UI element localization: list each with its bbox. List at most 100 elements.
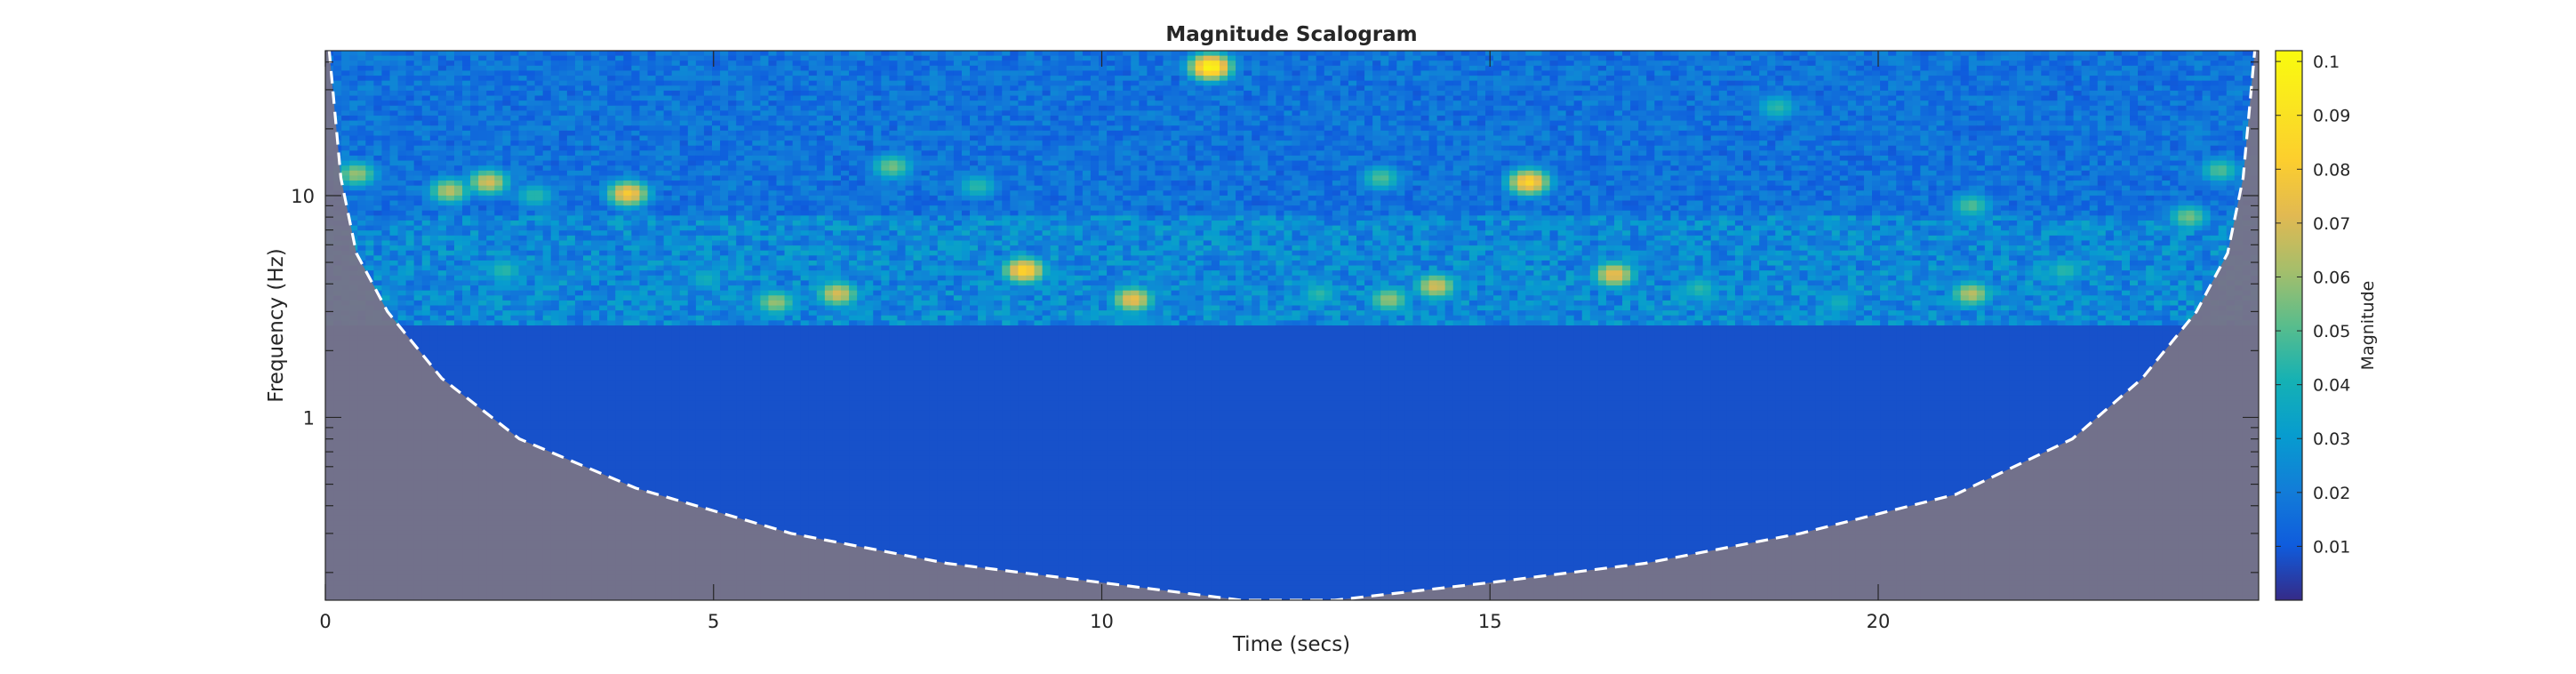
- heatmap-cell: [752, 55, 761, 61]
- heatmap-cell: [1976, 60, 1986, 67]
- heatmap-cell: [1324, 100, 1333, 107]
- heatmap-cell: [1638, 100, 1647, 107]
- heatmap-cell: [381, 110, 391, 116]
- heatmap-cell: [792, 80, 802, 86]
- heatmap-cell: [1605, 140, 1615, 147]
- heatmap-cell: [712, 125, 721, 132]
- heatmap-cell: [1597, 135, 1607, 141]
- heatmap-cell: [1815, 135, 1825, 141]
- heatmap-cell: [986, 150, 995, 156]
- heatmap-cell: [1034, 105, 1044, 112]
- heatmap-cell: [599, 145, 608, 151]
- heatmap-cell: [1710, 70, 1720, 76]
- heatmap-cell: [1364, 120, 1373, 126]
- heatmap-cell: [1622, 125, 1631, 132]
- heatmap-cell: [1163, 65, 1172, 72]
- heatmap-cell: [1260, 90, 1268, 97]
- heatmap-cell: [1912, 90, 1921, 97]
- heatmap-cell: [1348, 140, 1357, 147]
- heatmap-cell: [1670, 90, 1680, 97]
- heatmap-cell: [2113, 130, 2123, 137]
- heatmap-cell: [1082, 105, 1092, 112]
- heatmap-cell: [510, 60, 520, 67]
- heatmap-cell: [1308, 150, 1317, 156]
- heatmap-cell: [1976, 100, 1986, 107]
- heatmap-cell: [1694, 120, 1704, 126]
- heatmap-cell: [1597, 80, 1607, 86]
- heatmap-cell: [1654, 140, 1663, 147]
- heatmap-cell: [1493, 55, 1502, 61]
- heatmap-cell: [1010, 116, 1019, 122]
- heatmap-cell: [2097, 130, 2107, 137]
- heatmap-cell: [357, 70, 366, 76]
- heatmap-cell: [687, 85, 697, 92]
- heatmap-cell: [841, 65, 850, 72]
- heatmap-cell: [857, 60, 866, 67]
- heatmap-cell: [1444, 140, 1454, 147]
- heatmap-cell: [1984, 105, 1994, 112]
- heatmap-cell: [1718, 135, 1728, 141]
- heatmap-cell: [865, 51, 874, 57]
- heatmap-cell: [429, 135, 439, 141]
- heatmap-cell: [534, 95, 544, 101]
- heatmap-cell: [1872, 90, 1881, 97]
- heatmap-cell: [655, 135, 665, 141]
- heatmap-cell: [1952, 70, 1962, 76]
- heatmap-cell: [945, 125, 955, 132]
- heatmap-cell: [1034, 70, 1044, 76]
- heatmap-cell: [736, 95, 745, 101]
- heatmap-cell: [1412, 120, 1422, 126]
- heatmap-cell: [2089, 80, 2099, 86]
- heatmap-cell: [2073, 130, 2083, 137]
- heatmap-cell: [2138, 100, 2147, 107]
- heatmap-cell: [1090, 65, 1100, 72]
- heatmap-cell: [542, 65, 552, 72]
- heatmap-cell: [1880, 76, 1889, 82]
- heatmap-cell: [2130, 120, 2139, 126]
- heatmap-cell: [1348, 95, 1357, 101]
- heatmap-cell: [357, 80, 366, 86]
- heatmap-cell: [1662, 105, 1672, 112]
- heatmap-cell: [574, 90, 584, 97]
- heatmap-cell: [1236, 125, 1244, 132]
- heatmap-cell: [752, 90, 761, 97]
- heatmap-cell: [2162, 95, 2171, 101]
- heatmap-cell: [1316, 60, 1325, 67]
- heatmap-cell: [1340, 80, 1349, 86]
- heatmap-cell: [1880, 100, 1889, 107]
- heatmap-cell: [1807, 65, 1817, 72]
- heatmap-cell: [1678, 80, 1688, 86]
- heatmap-cell: [1565, 65, 1575, 72]
- heatmap-cell: [1992, 85, 2002, 92]
- heatmap-cell: [1195, 76, 1204, 82]
- heatmap-cell: [1163, 120, 1172, 126]
- heatmap-cell: [905, 65, 915, 72]
- heatmap-cell: [373, 150, 383, 156]
- heatmap-cell: [905, 145, 915, 151]
- heatmap-cell: [1549, 90, 1559, 97]
- heatmap-cell: [2170, 125, 2179, 132]
- heatmap-cell: [1791, 105, 1801, 112]
- heatmap-cell: [736, 80, 745, 86]
- heatmap-cell: [445, 90, 455, 97]
- heatmap-cell: [1855, 76, 1865, 82]
- heatmap-cell: [1380, 140, 1389, 147]
- heatmap-cell: [1050, 80, 1060, 86]
- heatmap-cell: [816, 85, 826, 92]
- heatmap-cell: [1211, 65, 1220, 72]
- heatmap-cell: [1147, 140, 1156, 147]
- heatmap-cell: [978, 150, 987, 156]
- heatmap-cell: [1872, 105, 1881, 112]
- heatmap-cell: [1050, 76, 1060, 82]
- heatmap-cell: [2113, 60, 2123, 67]
- heatmap-cell: [1412, 90, 1422, 97]
- heatmap-cell: [2138, 70, 2147, 76]
- heatmap-cell: [1678, 90, 1688, 97]
- heatmap-cell: [1163, 55, 1172, 61]
- heatmap-cell: [2033, 125, 2042, 132]
- heatmap-cell: [1759, 60, 1768, 67]
- heatmap-cell: [1783, 140, 1792, 147]
- heatmap-cell: [2186, 76, 2196, 82]
- heatmap-cell: [881, 65, 890, 72]
- heatmap-cell: [1638, 150, 1647, 156]
